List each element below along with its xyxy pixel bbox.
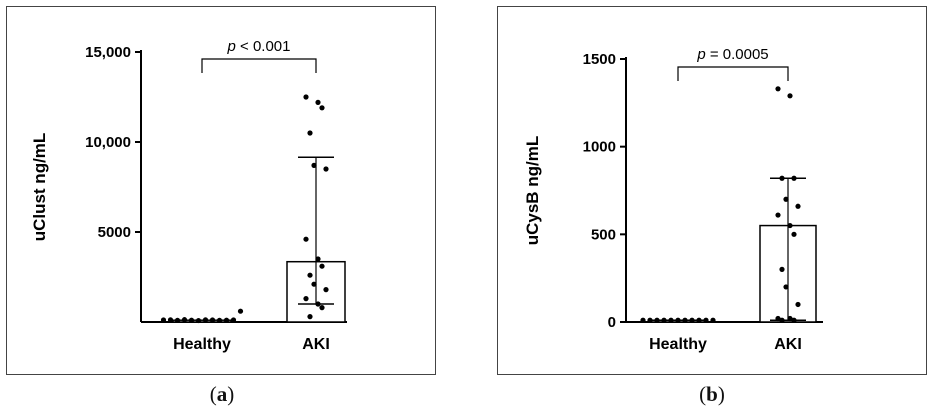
data-point — [661, 317, 667, 323]
data-point — [319, 105, 325, 111]
significance-label: p < 0.001 — [227, 38, 291, 55]
data-point — [787, 315, 793, 322]
data-point — [181, 317, 188, 323]
data-point — [779, 266, 785, 272]
data-point — [668, 317, 674, 323]
data-point — [202, 317, 209, 323]
data-point — [682, 317, 688, 323]
data-point — [775, 86, 781, 92]
data-point — [307, 130, 313, 136]
data-point — [795, 203, 801, 209]
data-point — [323, 287, 329, 293]
data-point — [237, 308, 244, 314]
data-point — [640, 317, 646, 323]
significance-bracket — [201, 58, 317, 73]
y-tick-label: 0 — [608, 314, 616, 331]
data-point — [647, 317, 653, 323]
data-point — [315, 301, 321, 307]
chart-a-svg: 5000 10,000 15,000 uClust ng/mL Healthy AKI p … — [30, 38, 347, 353]
category-label: Healthy — [173, 336, 231, 353]
data-point — [775, 212, 781, 218]
caption-a: (a) — [209, 382, 235, 406]
data-point — [703, 317, 709, 323]
data-point — [216, 317, 223, 323]
y-tick-label: 1000 — [583, 139, 616, 156]
data-point — [689, 317, 695, 323]
data-point — [787, 93, 793, 99]
data-point — [783, 284, 789, 290]
data-point — [307, 272, 313, 278]
y-axis-label: uCysB ng/mL — [523, 136, 542, 246]
y-tick-label: 15,000 — [85, 44, 131, 61]
data-point — [303, 236, 309, 242]
data-point — [188, 317, 195, 323]
data-point — [779, 317, 785, 323]
data-point — [319, 263, 325, 269]
data-point — [696, 317, 702, 323]
y-tick-label: 10,000 — [85, 134, 131, 151]
data-point — [783, 196, 789, 202]
data-point — [791, 317, 797, 323]
significance-bracket — [677, 66, 789, 81]
category-label: Healthy — [649, 336, 707, 353]
data-point — [315, 99, 321, 105]
y-tick-label: 5000 — [98, 224, 131, 241]
data-point — [675, 317, 681, 323]
data-point — [311, 162, 317, 168]
chart-b-svg: 0 500 1000 1500 uCysB ng/mL Healthy AKI p = 0.0… — [523, 46, 823, 353]
data-point — [230, 317, 237, 323]
data-point — [654, 317, 660, 323]
data-point — [167, 317, 174, 323]
data-point — [323, 166, 329, 172]
category-label: AKI — [774, 336, 802, 353]
data-point — [791, 175, 797, 181]
panel-a: 5000 10,000 15,000 uClust ng/mL Healthy AKI p … — [6, 6, 436, 375]
data-point — [319, 305, 325, 311]
data-point — [775, 315, 781, 322]
data-point — [223, 317, 230, 323]
category-label: AKI — [302, 336, 330, 353]
data-point — [174, 317, 181, 323]
data-point — [791, 231, 797, 237]
caption-b: (b) — [699, 382, 725, 406]
data-point — [209, 317, 216, 323]
data-point — [311, 281, 317, 287]
data-point — [303, 296, 309, 302]
data-point — [307, 314, 313, 320]
data-point — [779, 175, 785, 181]
data-point — [710, 317, 716, 323]
data-point — [795, 301, 801, 308]
data-point — [303, 94, 309, 100]
significance-label: p = 0.0005 — [696, 46, 768, 63]
data-point — [195, 317, 202, 324]
bar-healthy — [172, 319, 232, 323]
data-point — [160, 317, 167, 323]
y-axis-label: uClust ng/mL — [30, 133, 49, 242]
data-point — [315, 256, 321, 262]
y-tick-label: 1500 — [583, 51, 616, 68]
panel-b: 0 500 1000 1500 uCysB ng/mL Healthy AKI p = 0.0… — [497, 6, 927, 375]
y-tick-label: 500 — [591, 226, 616, 243]
data-point — [787, 222, 793, 229]
